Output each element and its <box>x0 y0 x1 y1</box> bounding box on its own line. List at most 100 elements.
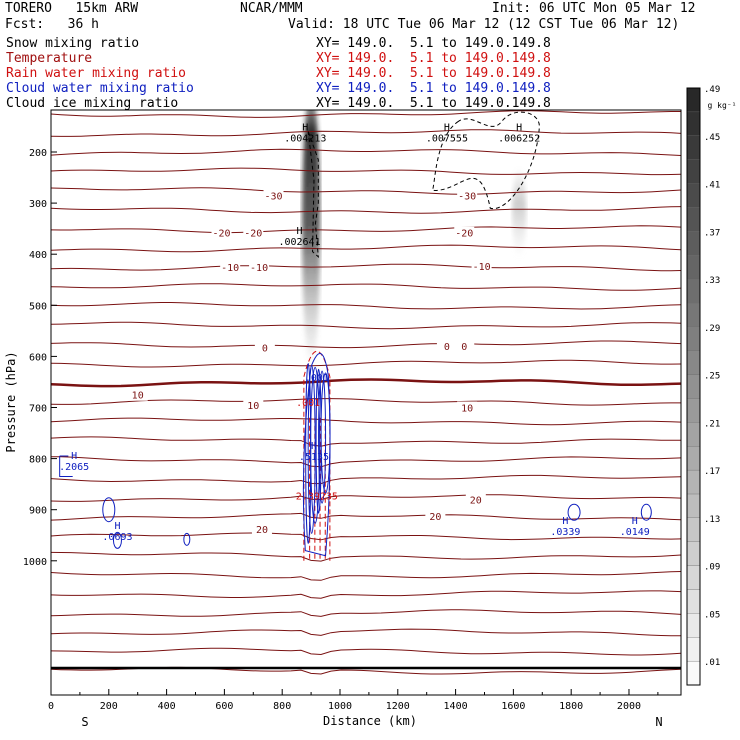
colorbar-cell <box>686 87 701 113</box>
isotherm-line <box>51 148 681 156</box>
colorbar-cell <box>686 207 701 232</box>
snow-shading-secondary <box>512 168 527 259</box>
temperature-label: 0 <box>461 342 467 353</box>
colorbar-cell <box>686 422 701 447</box>
isotherm-line <box>51 609 681 617</box>
value-label: .007555 <box>426 134 468 145</box>
colorbar-tick-label: .33 <box>704 276 720 286</box>
temperature-label-bg <box>454 340 475 353</box>
colorbar-cell <box>686 517 701 542</box>
colorbar-cell <box>686 637 701 662</box>
colorbar-tick-label: .37 <box>704 228 720 238</box>
isotherm-line <box>51 340 681 349</box>
temperature-label-bg <box>454 226 475 239</box>
temperature-label: -10 <box>250 263 268 274</box>
cloud-water-contour-small <box>183 532 191 546</box>
isotherm-line <box>51 206 681 214</box>
value-label-marker: H <box>297 226 303 237</box>
value-label-marker: H <box>632 516 638 527</box>
isotherm-line <box>51 456 681 468</box>
value-label-marker: H <box>71 451 77 462</box>
colorbar-tick-label: .17 <box>704 467 720 477</box>
colorbar-cell <box>686 493 701 518</box>
isotherm-line <box>51 244 681 253</box>
colorbar-cell <box>686 159 701 184</box>
isotherm-line <box>51 532 681 541</box>
isotherm-line <box>51 398 681 406</box>
value-label: .5135 <box>299 452 329 463</box>
temperature-label-bg <box>465 493 486 506</box>
temperature-label: -30 <box>458 191 476 202</box>
isotherm-line <box>51 359 681 368</box>
temperature-label: -30 <box>264 191 282 202</box>
cloud-water-contour-small <box>567 503 581 521</box>
isotherm-line <box>51 512 681 521</box>
cloud-water-contour-small <box>102 497 116 523</box>
value-label-marker: H <box>562 516 568 527</box>
colorbar-tick-label: .49 <box>704 85 720 95</box>
value-label: .2065 <box>59 462 89 473</box>
temperature-label: 10 <box>461 404 473 415</box>
value-label-marker: H <box>311 441 317 452</box>
y-axis-label: Pressure (hPa) <box>4 351 18 452</box>
isotherm-line <box>51 129 681 137</box>
colorbar-tick-label: .41 <box>704 181 720 191</box>
field-xy-cloud-water: XY= 149.0. 5.1 to 149.0.149.8 <box>316 81 551 96</box>
y-tick-label: 300 <box>29 199 47 210</box>
field-xy-snow: XY= 149.0. 5.1 to 149.0.149.8 <box>316 36 551 51</box>
y-tick-label: 800 <box>29 455 47 466</box>
x-tick-label: 1800 <box>559 701 583 712</box>
temperature-label-bg <box>243 226 264 239</box>
colorbar-tick-label: .45 <box>704 133 720 143</box>
temperature-label-bg <box>436 340 457 353</box>
isotherm-line <box>51 474 681 485</box>
temperature-label: 20 <box>256 525 268 536</box>
x-axis-label: Distance (km) <box>323 714 417 728</box>
temperature-label-bg <box>243 398 264 411</box>
colorbar-cell <box>686 111 701 136</box>
isotherm-line <box>51 283 681 291</box>
x-tick-label: 1600 <box>501 701 525 712</box>
colorbar-cell <box>686 135 701 160</box>
field-xy-rain: XY= 149.0. 5.1 to 149.0.149.8 <box>316 66 551 81</box>
plot-background <box>51 110 681 695</box>
field-name-cloud-ice: Cloud ice mixing ratio <box>6 96 179 111</box>
value-label: .002641 <box>278 237 320 248</box>
temperature-label-bg <box>425 509 446 522</box>
isotherm-line <box>51 187 681 195</box>
temperature-label-bg <box>127 388 148 401</box>
temperature-label: 20 <box>470 495 482 506</box>
temperature-label: -20 <box>244 229 262 240</box>
cloud-water-contour <box>318 370 327 504</box>
isotherm-line <box>51 436 681 447</box>
temperature-label-bg <box>457 189 478 202</box>
isotherm-line <box>51 551 681 562</box>
value-label-marker: H <box>114 521 120 532</box>
value-label: 2.39235 <box>296 491 338 502</box>
temperature-label-bg <box>254 341 275 354</box>
south-label: S <box>81 715 88 729</box>
field-name-snow: Snow mixing ratio <box>6 36 140 51</box>
y-tick-label: 400 <box>29 250 47 261</box>
colorbar-tick-label: .29 <box>704 324 720 334</box>
value-label: .006252 <box>498 134 540 145</box>
isotherm-line <box>51 417 681 426</box>
y-tick-label: 700 <box>29 404 47 415</box>
value-label-marker: H <box>444 123 450 134</box>
temperature-label-bg <box>457 401 478 414</box>
x-tick-label: 200 <box>100 701 118 712</box>
isotherm-line <box>51 302 681 310</box>
temperature-label-bg <box>211 226 232 239</box>
y-tick-label: 900 <box>29 506 47 517</box>
snow-shading-main <box>302 110 321 369</box>
isotherm-line <box>51 590 681 599</box>
temperature-label: -20 <box>455 229 473 240</box>
init-time: Init: 06 UTC Mon 05 Mar 12 <box>492 1 696 16</box>
value-label: .004213 <box>284 134 326 145</box>
cloud-ice-contour-main <box>307 131 319 258</box>
cloud-water-contour-small <box>640 503 652 521</box>
colorbar-cell <box>686 469 701 495</box>
x-tick-label: 400 <box>158 701 176 712</box>
colorbar-tick-label: .13 <box>704 515 720 525</box>
